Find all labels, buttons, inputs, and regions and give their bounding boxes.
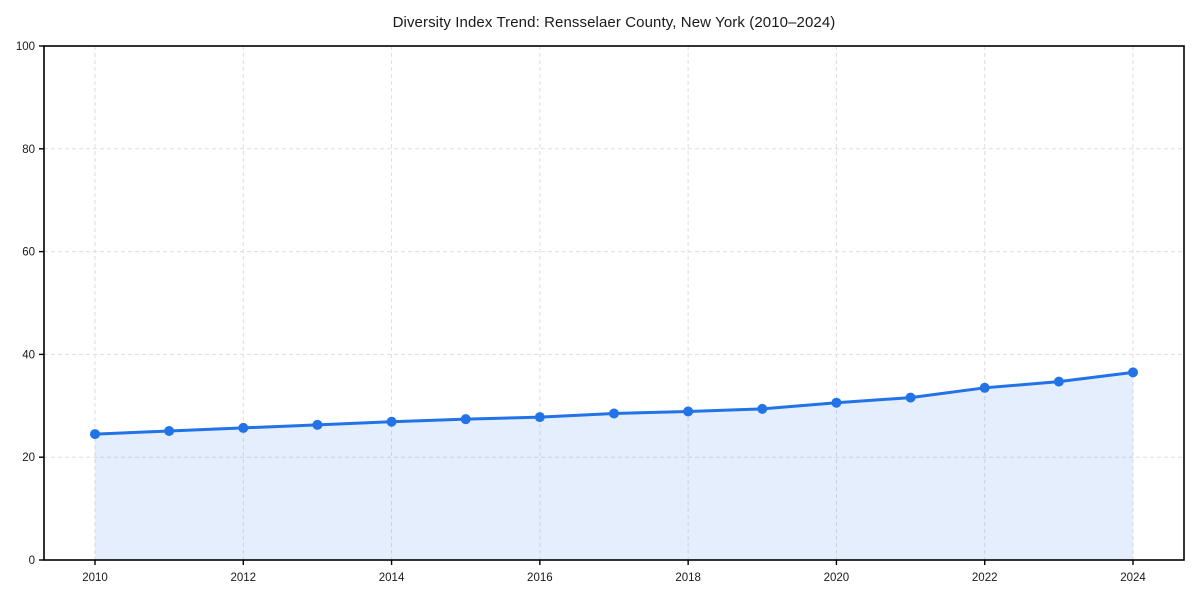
data-point-marker <box>1053 376 1064 387</box>
y-tick-label: 100 <box>16 41 35 53</box>
data-point-marker <box>386 416 397 427</box>
data-point-marker <box>460 414 471 425</box>
x-tick-label: 2016 <box>527 572 553 584</box>
y-tick-label: 0 <box>29 555 35 567</box>
y-tick-label: 20 <box>22 452 35 464</box>
x-tick-label: 2022 <box>972 572 998 584</box>
x-tick-label: 2024 <box>1120 572 1146 584</box>
data-point-marker <box>683 406 694 417</box>
data-point-marker <box>831 397 842 408</box>
y-tick-label: 60 <box>22 247 35 259</box>
x-tick-label: 2018 <box>675 572 701 584</box>
data-point-marker <box>757 403 768 414</box>
chart-title: Diversity Index Trend: Rensselaer County… <box>392 14 836 31</box>
data-point-marker <box>609 408 619 419</box>
x-tick-label: 2020 <box>824 572 850 584</box>
y-tick-label: 40 <box>22 349 35 361</box>
data-point-marker <box>164 425 175 436</box>
x-tick-label: 2014 <box>379 572 405 584</box>
data-point-marker <box>312 419 323 430</box>
data-point-marker <box>1128 367 1138 378</box>
x-tick-label: 2010 <box>82 572 108 584</box>
area-fill <box>95 372 1133 560</box>
plot-border <box>43 45 1185 561</box>
x-tick-label: 2012 <box>230 572 256 584</box>
data-point-marker <box>534 412 545 423</box>
data-point-marker <box>90 429 100 440</box>
data-point-marker <box>905 392 916 403</box>
data-point-marker <box>238 422 249 433</box>
y-tick-label: 80 <box>22 144 35 156</box>
data-point-marker <box>979 382 990 393</box>
